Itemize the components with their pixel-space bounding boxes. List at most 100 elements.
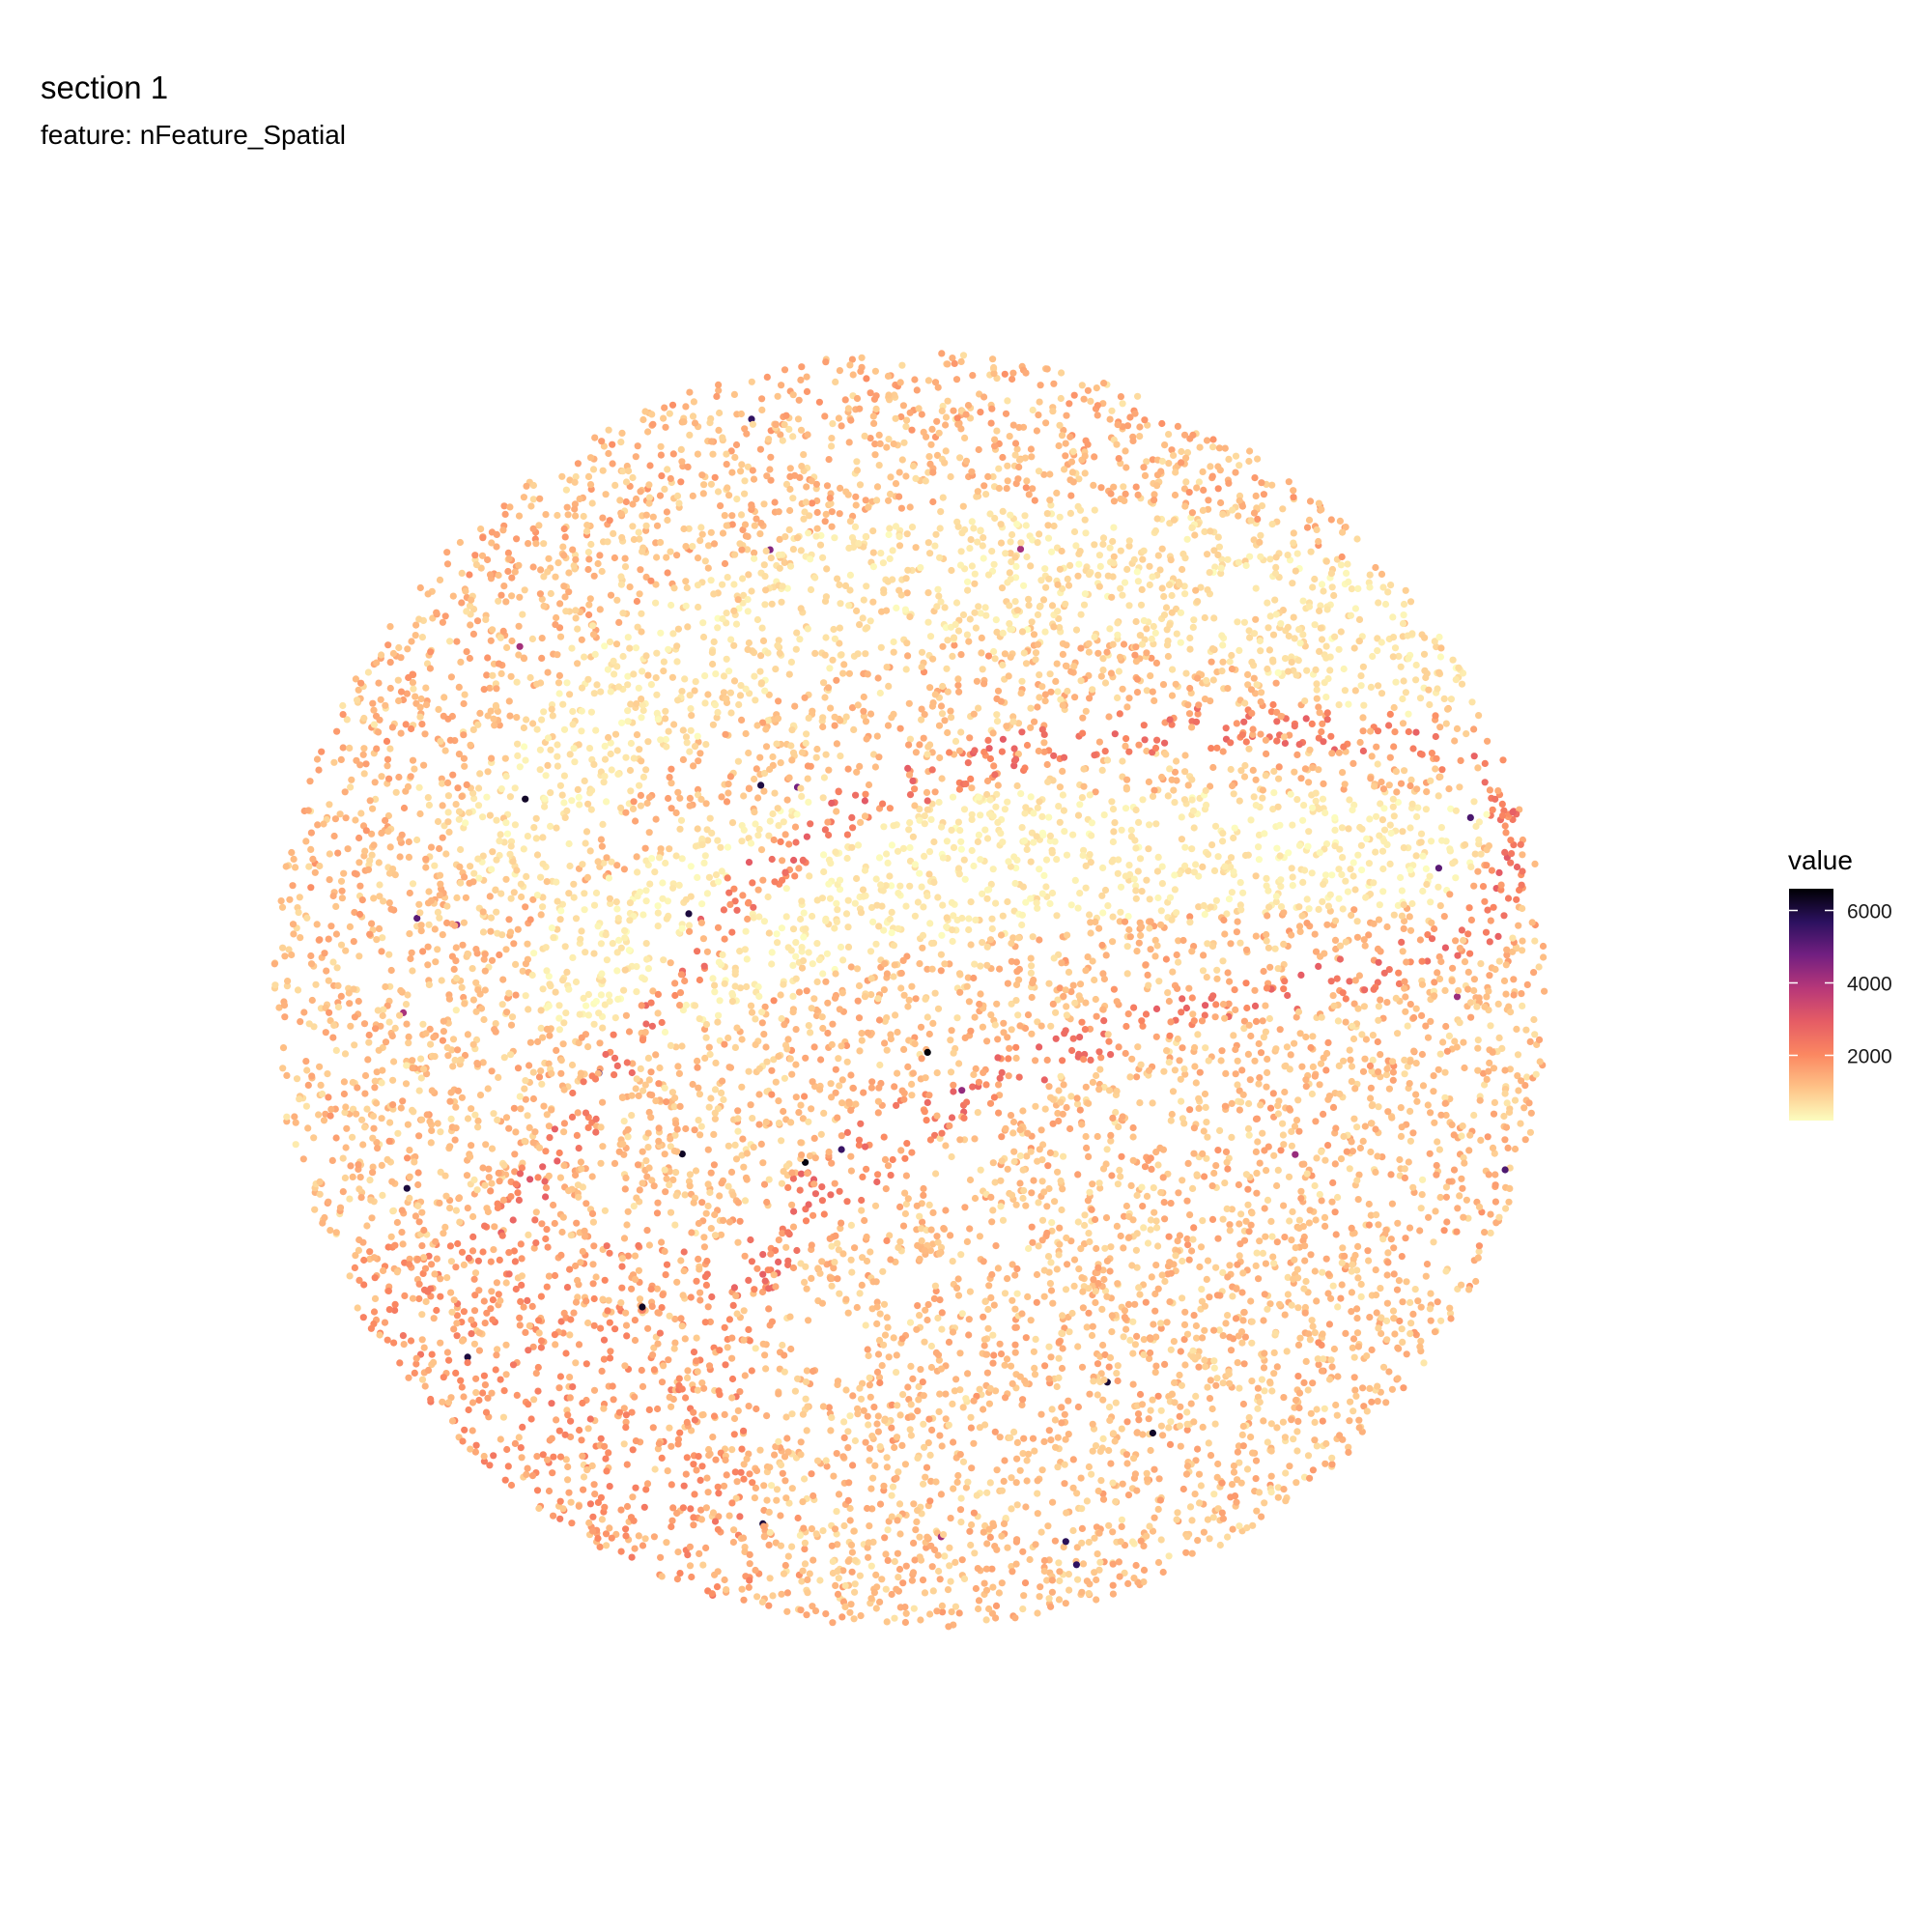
scatter-point xyxy=(994,781,1002,789)
scatter-point xyxy=(750,914,757,922)
scatter-point xyxy=(1173,909,1180,917)
scatter-point xyxy=(704,564,712,572)
scatter-point xyxy=(522,960,530,968)
scatter-point xyxy=(535,522,543,529)
scatter-point xyxy=(386,843,394,851)
scatter-point xyxy=(467,621,474,629)
scatter-point xyxy=(937,1491,946,1498)
scatter-point xyxy=(989,866,997,873)
scatter-point xyxy=(858,1030,866,1037)
scatter-point xyxy=(834,1541,841,1548)
scatter-point xyxy=(460,919,468,926)
scatter-point xyxy=(828,1542,836,1549)
scatter-point xyxy=(406,1147,413,1154)
scatter-point xyxy=(1199,863,1207,871)
scatter-point xyxy=(380,1006,387,1013)
scatter-point xyxy=(1056,1577,1064,1585)
scatter-point xyxy=(602,1050,610,1059)
scatter-point xyxy=(425,888,433,895)
scatter-point xyxy=(1237,767,1245,775)
scatter-point xyxy=(709,721,718,728)
scatter-point xyxy=(1100,1017,1108,1025)
scatter-point xyxy=(1142,1298,1150,1306)
scatter-point xyxy=(867,1248,874,1256)
scatter-point xyxy=(846,1412,854,1420)
scatter-point xyxy=(1329,1282,1337,1290)
scatter-point xyxy=(632,1085,639,1093)
scatter-point xyxy=(836,510,843,518)
scatter-point xyxy=(957,838,965,845)
scatter-point xyxy=(1042,419,1050,427)
scatter-point xyxy=(1342,1329,1350,1337)
scatter-point xyxy=(969,372,977,380)
scatter-point xyxy=(831,722,838,729)
scatter-point xyxy=(1277,876,1285,884)
scatter-point xyxy=(1249,1521,1257,1529)
scatter-point xyxy=(1484,737,1492,745)
scatter-point xyxy=(1091,506,1098,514)
scatter-point xyxy=(1070,1256,1079,1264)
scatter-point xyxy=(555,1002,563,1009)
scatter-point xyxy=(844,1309,852,1317)
scatter-point xyxy=(1221,1179,1229,1187)
scatter-point xyxy=(837,943,845,952)
scatter-point xyxy=(1377,1051,1384,1059)
scatter-point xyxy=(535,1073,544,1081)
scatter-point xyxy=(706,1318,715,1325)
scatter-point xyxy=(1422,806,1430,813)
scatter-point xyxy=(757,781,765,789)
scatter-point xyxy=(1181,862,1189,870)
scatter-point xyxy=(990,1351,998,1359)
scatter-point xyxy=(479,1164,487,1172)
scatter-point xyxy=(740,1307,748,1315)
scatter-point xyxy=(1375,1103,1382,1111)
scatter-point xyxy=(798,749,807,756)
scatter-point xyxy=(1492,1198,1499,1206)
scatter-point xyxy=(1011,1341,1019,1349)
scatter-point xyxy=(537,911,545,919)
scatter-point xyxy=(639,1087,647,1094)
scatter-point xyxy=(765,832,773,839)
scatter-point xyxy=(996,1434,1004,1441)
scatter-point xyxy=(1181,843,1189,851)
scatter-point xyxy=(647,1068,655,1076)
scatter-point xyxy=(974,838,982,846)
scatter-point xyxy=(1188,1517,1196,1524)
scatter-point xyxy=(1346,978,1353,985)
scatter-point xyxy=(951,641,958,649)
scatter-point xyxy=(519,611,526,618)
scatter-point xyxy=(1152,1033,1160,1040)
scatter-point xyxy=(1526,1128,1534,1136)
scatter-point xyxy=(718,1089,725,1096)
scatter-point xyxy=(1466,950,1474,957)
scatter-point xyxy=(405,1374,412,1381)
scatter-point xyxy=(1009,421,1017,429)
scatter-point xyxy=(904,652,912,660)
scatter-point xyxy=(1463,1196,1470,1204)
scatter-point xyxy=(323,967,330,975)
scatter-point xyxy=(418,1208,426,1216)
scatter-point xyxy=(1087,397,1094,405)
scatter-point xyxy=(333,964,341,972)
scatter-point xyxy=(1263,1167,1270,1175)
scatter-point xyxy=(1133,948,1141,955)
scatter-point xyxy=(570,1309,578,1317)
scatter-point xyxy=(1184,867,1192,875)
scatter-point xyxy=(952,1603,960,1610)
scatter-point xyxy=(1401,984,1408,992)
scatter-point xyxy=(1184,701,1192,709)
scatter-point xyxy=(897,969,905,978)
scatter-point xyxy=(1096,1184,1104,1192)
scatter-point xyxy=(1427,838,1435,845)
scatter-point xyxy=(486,684,494,692)
scatter-point xyxy=(723,798,731,806)
scatter-point xyxy=(1004,462,1011,469)
scatter-point xyxy=(597,940,606,948)
scatter-point xyxy=(928,1426,936,1434)
scatter-point xyxy=(1013,1290,1021,1297)
scatter-point xyxy=(1424,931,1432,939)
scatter-point xyxy=(1154,1161,1162,1169)
scatter-point xyxy=(1151,696,1158,705)
scatter-point xyxy=(1094,412,1101,419)
scatter-point xyxy=(434,946,441,953)
